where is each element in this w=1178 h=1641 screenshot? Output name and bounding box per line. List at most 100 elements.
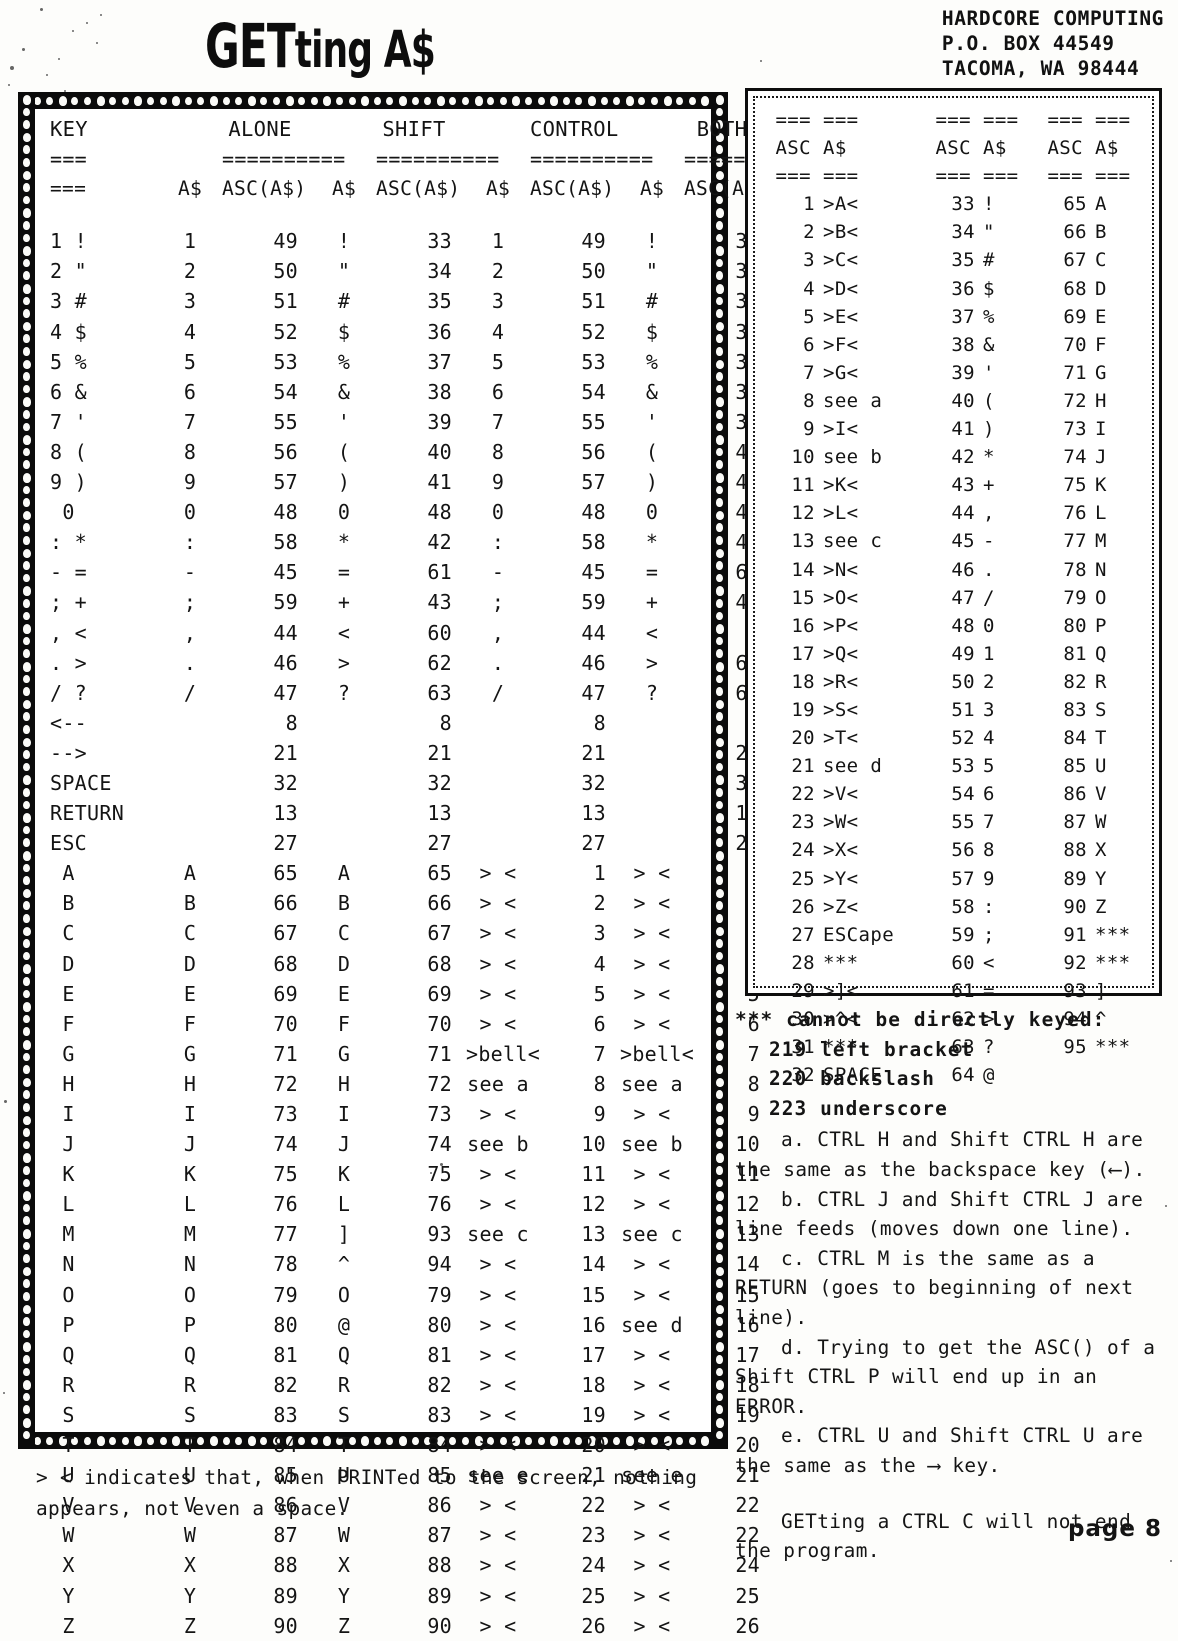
key-cell: B xyxy=(50,891,75,916)
shift-asc-cell: 48 xyxy=(427,500,452,525)
shift-asc-cell: 43 xyxy=(427,590,452,615)
ascii-char-2: 2 xyxy=(983,670,995,693)
ascii-code-3: 82 xyxy=(1063,670,1087,693)
ascii-char-1: >]< xyxy=(823,979,859,1002)
shift-char-cell: J xyxy=(337,1132,351,1157)
ascii-rule-n2: === xyxy=(935,109,971,131)
shift-char-cell: D xyxy=(337,951,351,976)
ascii-char-3: Z xyxy=(1095,895,1107,918)
ascii-char-2: - xyxy=(983,530,995,553)
ascii-code-3: 70 xyxy=(1063,333,1087,356)
both-char-cell: > < xyxy=(633,1162,671,1187)
ascii-code-1: 4 xyxy=(803,277,815,300)
shift-char-cell xyxy=(312,828,376,858)
ascii-rule-n1: === xyxy=(775,109,811,131)
ascii-hdr-asc-1: ASC xyxy=(775,137,811,160)
alone-asc-cell: 80 xyxy=(273,1312,298,1337)
ascii-code-1: 24 xyxy=(791,839,815,862)
ascii-char-2: # xyxy=(983,249,995,272)
decorative-border-top xyxy=(18,92,728,109)
list-item: 27 ESCape 59; 91 *** xyxy=(763,921,1145,949)
list-item: 10 see b 42 * 74 J xyxy=(763,443,1145,471)
shift-char-cell: @ xyxy=(337,1312,351,1337)
ascii-code-1: 32 xyxy=(791,1064,815,1087)
ascii-code-3: 69 xyxy=(1063,305,1087,328)
key-cell: L xyxy=(50,1192,75,1217)
both-char-cell: % xyxy=(645,349,659,374)
shift-asc-cell: 86 xyxy=(427,1493,452,1518)
ascii-code-3: 92 xyxy=(1063,951,1087,974)
control-asc-cell: 17 xyxy=(581,1342,606,1367)
shift-asc-cell: 63 xyxy=(427,680,452,705)
ascii-code-3: 71 xyxy=(1063,361,1087,384)
ascii-char-3: T xyxy=(1095,727,1107,750)
scan-speckle xyxy=(8,84,10,86)
alone-char-cell: / xyxy=(183,680,197,705)
ascii-code-3: 67 xyxy=(1063,249,1087,272)
ascii-code-3: 72 xyxy=(1063,389,1087,412)
ascii-char-2: . xyxy=(983,558,995,581)
ascii-char-3: V xyxy=(1095,783,1107,806)
list-item: 32 SPACE 64 @ xyxy=(763,1061,1145,1089)
control-asc-cell: 53 xyxy=(581,349,606,374)
key-cell: F xyxy=(50,1011,75,1036)
both-char-cell: ? xyxy=(645,680,659,705)
alone-char-cell: N xyxy=(183,1252,197,1277)
shift-char-cell: A xyxy=(337,861,351,886)
ascii-code-3: 84 xyxy=(1063,727,1087,750)
list-item: 31 *** 63? 95 *** xyxy=(763,1033,1145,1061)
both-char-cell: " xyxy=(645,259,659,284)
ascii-char-2: @ xyxy=(983,1064,995,1087)
shift-asc-cell: 83 xyxy=(427,1402,452,1427)
ascii-char-3: *** xyxy=(1095,923,1131,946)
ascii-code-1: 8 xyxy=(803,389,815,412)
ascii-char-2: % xyxy=(983,305,995,328)
control-char-cell: 3 xyxy=(491,289,505,314)
control-asc-cell: 11 xyxy=(581,1162,606,1187)
alone-char-cell: 5 xyxy=(183,349,197,374)
key-cell: O xyxy=(50,1282,75,1307)
key-cell: 0 xyxy=(50,500,75,525)
alone-asc-cell: 74 xyxy=(273,1132,298,1157)
scan-speckle xyxy=(46,74,48,76)
alone-asc-cell: 75 xyxy=(273,1162,298,1187)
page-title-main: GET xyxy=(205,12,296,83)
table-row: -->21212121 xyxy=(44,738,774,768)
shift-char-cell: Y xyxy=(337,1583,351,1608)
both-char-cell xyxy=(620,768,684,798)
ascii-code-1: 9 xyxy=(803,418,815,441)
control-asc-cell: 48 xyxy=(581,500,606,525)
ascii-char-2: ( xyxy=(983,389,995,412)
both-char-cell: > < xyxy=(633,891,671,916)
key-cell: 5 % xyxy=(50,349,88,374)
control-asc-cell: 3 xyxy=(593,921,606,946)
key-reference-panel: KEY ALONE SHIFT CONTROL BOTH === =======… xyxy=(18,92,807,1638)
control-asc-cell: 15 xyxy=(581,1282,606,1307)
ascii-code-3: 86 xyxy=(1063,783,1087,806)
control-asc-cell: 13 xyxy=(581,1222,606,1247)
ascii-code-1: 13 xyxy=(791,530,815,553)
shift-char-cell: O xyxy=(337,1282,351,1307)
shift-asc-cell: 90 xyxy=(427,1613,452,1638)
control-char-cell: >bell< xyxy=(466,1041,541,1066)
table-row: R R 82 R 82 > < 18 > < 18 xyxy=(44,1370,774,1400)
control-char-cell: , xyxy=(491,620,505,645)
both-char-cell: > < xyxy=(633,1102,671,1126)
ascii-char-1: >E< xyxy=(823,305,859,328)
control-char-cell: 6 xyxy=(491,379,505,404)
page-number: page 8 xyxy=(1067,1516,1162,1542)
control-char-cell: > < xyxy=(479,861,517,886)
ascii-code-1: 22 xyxy=(791,783,815,806)
control-asc-cell: 8 xyxy=(593,710,606,735)
shift-asc-cell: 70 xyxy=(427,1011,452,1036)
alone-char-cell: 8 xyxy=(183,439,197,464)
shift-asc-cell: 75 xyxy=(427,1162,452,1187)
ascii-code-2: 59 xyxy=(951,923,975,946)
control-asc-cell: 45 xyxy=(581,560,606,585)
control-asc-cell: 57 xyxy=(581,470,606,495)
alone-char-cell: P xyxy=(183,1312,197,1337)
ascii-code-3: 75 xyxy=(1063,474,1087,497)
ascii-rule2-n1: === xyxy=(775,165,811,188)
both-char-cell: > < xyxy=(633,1493,671,1518)
